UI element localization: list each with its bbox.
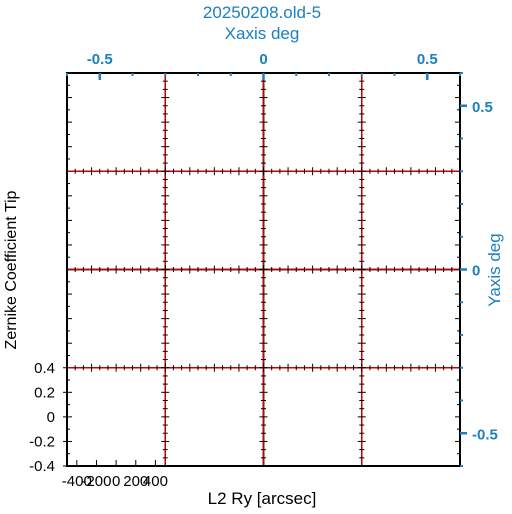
panel-frame: [361, 268, 461, 369]
panel-frame: [361, 72, 461, 172]
right-axis-tick-label: -0.5: [472, 426, 498, 443]
top-axis-tick-label: -0.5: [87, 51, 113, 68]
panel-frame: [66, 72, 166, 172]
panel-frame: [164, 170, 265, 271]
x-tick-label: -200: [81, 473, 111, 490]
top-axis-tick-label: 0: [259, 51, 267, 68]
panel-frame: [262, 72, 363, 172]
panel-frame: [262, 367, 363, 467]
y-tick-label: -0.2: [29, 433, 55, 450]
panel-frame: [164, 268, 265, 369]
y-tick-label: -0.4: [29, 458, 55, 475]
panel-frame: [164, 367, 265, 467]
panel-frame: [262, 268, 363, 369]
panel-grid: [66, 72, 461, 467]
x-tick-label: 0: [112, 473, 120, 490]
right-axis-label: Yaxis deg: [485, 233, 504, 306]
chart-title: 20250208.old-5: [203, 3, 321, 22]
panel-frame: [361, 170, 461, 271]
y-tick-label: 0.4: [34, 360, 55, 377]
panel-frame: [66, 367, 166, 467]
y-tick-label: 0.2: [34, 384, 55, 401]
top-axis-label: Xaxis deg: [225, 24, 300, 43]
y-tick-label: 0: [47, 409, 55, 426]
x-axis-label: L2 Ry [arcsec]: [208, 489, 317, 508]
x-tick-label: 400: [143, 473, 168, 490]
y-axis-label: Zernike Coefficient Tip: [3, 190, 20, 349]
panel-frame: [164, 72, 265, 172]
right-axis-tick-label: 0.5: [472, 99, 493, 116]
top-axis-ticks: -0.5 0 0.5: [66, 51, 461, 80]
top-axis-tick-label: 0.5: [417, 51, 438, 68]
right-axis-tick-label: 0: [472, 263, 480, 280]
x-tick-label: 200: [123, 473, 148, 490]
right-axis-ticks: 0.5 0 -0.5: [460, 72, 498, 467]
panel-frame: [66, 268, 166, 369]
panel-frame: [66, 170, 166, 271]
x-tick-label: -400: [62, 473, 92, 490]
panel-frame: [361, 367, 461, 467]
panel-frame: [262, 170, 363, 271]
